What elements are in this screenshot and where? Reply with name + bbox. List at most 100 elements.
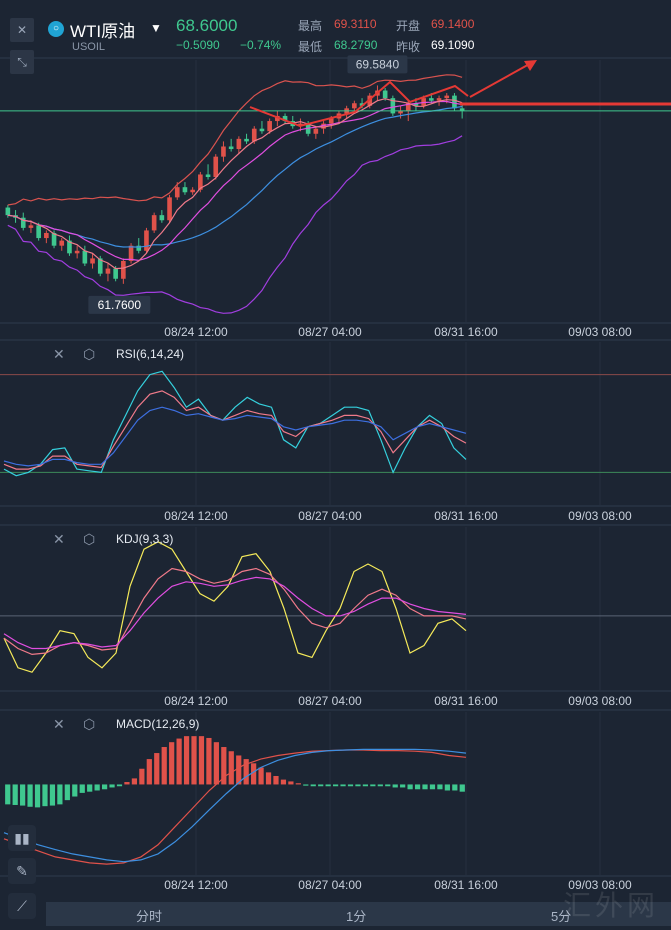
macd-histogram-bar (116, 784, 123, 787)
candle-body (398, 110, 403, 114)
watermark: 汇外网 (562, 890, 659, 921)
x-tick-label: 08/24 12:00 (164, 509, 228, 523)
macd-histogram-bar (154, 753, 160, 785)
macd-histogram-bar (273, 775, 279, 785)
candle-body (113, 268, 118, 279)
tab-timeshare[interactable]: 分时 (136, 909, 163, 924)
macd-histogram-bar (377, 784, 383, 787)
candle-body (282, 115, 288, 122)
x-tick-label: 09/03 08:00 (568, 878, 632, 892)
x-tick-label: 08/27 04:00 (298, 509, 362, 523)
prev-close-label: 昨收 (396, 40, 421, 54)
ma5-line (7, 98, 463, 270)
settings-macd-icon[interactable]: ⬡ (83, 716, 96, 732)
rsi-title: RSI(6,14,24) (116, 347, 185, 361)
candle-body (382, 90, 388, 99)
draw-tool-button[interactable]: ✎ (8, 858, 36, 884)
macd-histogram-bar (27, 784, 33, 807)
macd-histogram-bar (400, 784, 406, 788)
open-value: 69.1400 (431, 17, 475, 31)
macd-histogram-bar (169, 742, 175, 785)
close-rsi-icon[interactable]: ✕ (53, 346, 65, 362)
macd-histogram-bar (362, 784, 369, 787)
low-label: 最低 (298, 40, 323, 54)
close-kdj-icon[interactable]: ✕ (53, 531, 65, 547)
high-label: 最高 (298, 19, 323, 33)
candle-body (236, 138, 242, 150)
candle-body (36, 225, 41, 239)
macd-histogram-bar (198, 736, 205, 785)
macd-histogram-bar (64, 784, 70, 801)
macd-histogram-bar (414, 784, 421, 790)
x-tick-label: 08/24 12:00 (164, 878, 228, 892)
low-label-box (88, 295, 151, 314)
candle-body (275, 115, 280, 122)
rsi-line (3, 406, 467, 467)
high-price-label: 69.5840 (356, 57, 400, 71)
arrowhead-up (524, 60, 537, 71)
candle-body (413, 103, 419, 106)
macd-histogram-bar (12, 784, 18, 805)
candle-body (244, 138, 249, 142)
macd-histogram-bar (392, 784, 398, 788)
macd-histogram-bar (325, 784, 331, 787)
ma20-line (7, 105, 463, 248)
close-macd-icon[interactable]: ✕ (53, 716, 65, 732)
candle-body (128, 245, 134, 261)
indicator-tool-button[interactable]: ▮▮ (8, 825, 36, 851)
kdj-line (3, 567, 467, 656)
pencil-icon: ✎ (16, 862, 28, 879)
candle-body (28, 225, 34, 228)
macd-histogram-bar (183, 736, 190, 785)
candle-body (429, 98, 434, 101)
ma10-line (7, 100, 463, 262)
candle-body (198, 174, 203, 190)
candle-body (159, 215, 165, 221)
line-tool-button[interactable]: ⟋ (8, 893, 36, 919)
macd-histogram-bar (295, 783, 301, 785)
candle-body (182, 187, 188, 193)
close-button[interactable]: ✕ (10, 18, 34, 42)
macd-histogram-bar (385, 784, 391, 787)
open-label: 开盘 (396, 19, 421, 33)
x-tick-label: 08/27 04:00 (298, 325, 362, 339)
candle-body (213, 156, 219, 178)
macd-histogram-bar (34, 784, 41, 808)
price-change-pct: −0.74% (240, 38, 282, 52)
macd-histogram-bar (206, 737, 212, 785)
macd-histogram-bar (191, 736, 197, 785)
settings-rsi-icon[interactable]: ⬡ (83, 346, 96, 362)
symbol-name[interactable]: WTI原油 (70, 22, 136, 41)
chevron-down-icon[interactable]: ▼ (150, 21, 162, 35)
macd-histogram-bar (57, 784, 63, 805)
macd-histogram-bar (340, 784, 346, 787)
low-price-label: 61.7600 (98, 298, 142, 312)
tab-1min[interactable]: 1分 (346, 909, 367, 924)
candle-body (82, 250, 88, 264)
candle-body (20, 217, 26, 228)
candle-body (136, 245, 142, 251)
collapse-button[interactable]: ⤡ (10, 50, 34, 74)
candle-body (59, 240, 65, 246)
x-tick-label: 08/31 16:00 (434, 694, 498, 708)
drawn-wave-line (249, 80, 469, 128)
macd-histogram-bar (228, 751, 234, 785)
macd-histogram-bar (94, 784, 100, 791)
macd-line (3, 749, 467, 865)
macd-histogram-bar (72, 784, 78, 797)
macd-histogram-bar (109, 784, 115, 788)
macd-histogram-bar (258, 767, 264, 785)
candle-body (44, 232, 49, 239)
macd-histogram-bar (124, 782, 130, 785)
candle-body (359, 103, 365, 106)
settings-kdj-icon[interactable]: ⬡ (83, 531, 96, 547)
macd-histogram-bar (355, 784, 361, 787)
candle-body (367, 95, 373, 106)
macd-histogram-bar (161, 747, 167, 785)
macd-line (3, 748, 467, 863)
tab-5min[interactable]: 5分 (551, 909, 572, 924)
candle-body (390, 98, 396, 114)
macd-histogram-bar (280, 779, 287, 785)
macd-title: MACD(12,26,9) (116, 717, 200, 731)
